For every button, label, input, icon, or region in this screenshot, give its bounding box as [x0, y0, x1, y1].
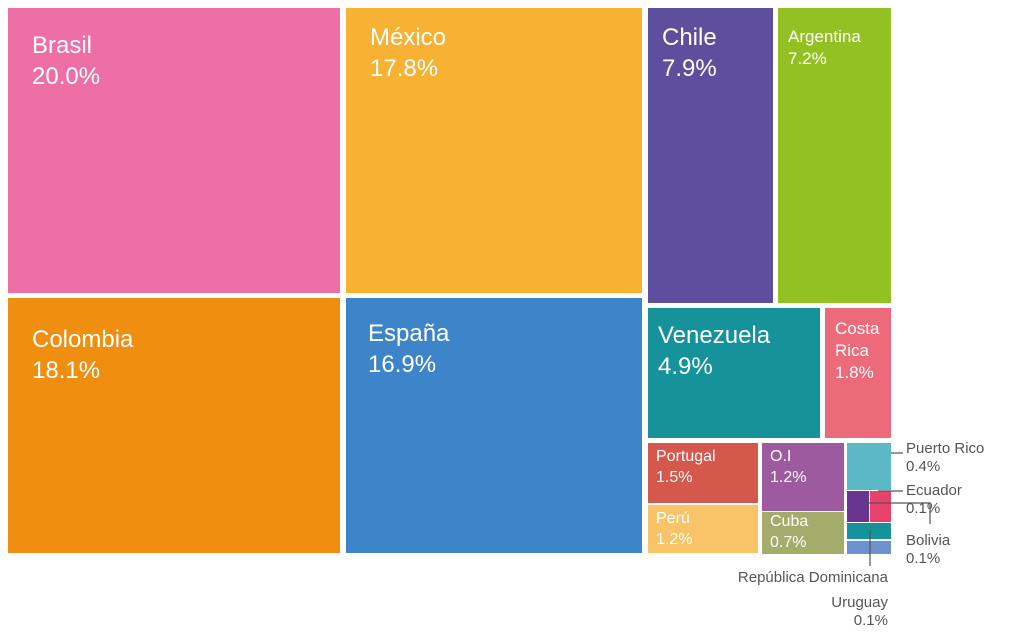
cell-label: Costa Rica 1.8%: [835, 318, 889, 384]
cell-label: Portugal 1.5%: [656, 447, 756, 489]
cell-label: Cuba 0.7%: [770, 512, 842, 554]
cell-name: Portugal: [656, 448, 716, 465]
cell-label: Colombia 18.1%: [32, 324, 338, 386]
cell-value: 1.2%: [656, 530, 693, 548]
leader-line: [866, 502, 931, 524]
cell-value: 7.9%: [662, 55, 717, 83]
cell-value: 1.5%: [656, 468, 693, 486]
treemap-cell: [847, 541, 891, 554]
label-name: Uruguay: [831, 594, 888, 611]
treemap-cell: [847, 491, 869, 522]
cell-label: Chile 7.9%: [662, 22, 771, 84]
cell-name: Perú: [656, 510, 690, 527]
treemap-cell: [847, 443, 891, 490]
treemap-cell: [648, 505, 758, 553]
label-name: República Dominicana: [737, 569, 888, 586]
treemap-cell: [8, 8, 340, 293]
cell-label: O.I 1.2%: [770, 447, 842, 489]
external-label: Puerto Rico 0.4%: [906, 440, 984, 476]
cell-value: 1.2%: [770, 468, 807, 486]
treemap-cell: [346, 298, 642, 553]
external-label: Bolivia 0.1%: [906, 532, 950, 568]
cell-label: Venezuela 4.9%: [658, 320, 818, 382]
treemap-cell: [648, 308, 820, 438]
external-label: República Dominicana: [738, 569, 888, 587]
cell-value: 17.8%: [370, 55, 439, 83]
cell-name: Chile: [662, 24, 717, 51]
treemap-cell: [762, 443, 844, 511]
cell-value: 7.2%: [788, 49, 827, 69]
external-label: Uruguay 0.1%: [831, 594, 888, 630]
cell-name: Argentina: [788, 27, 861, 46]
cell-name: México: [370, 24, 447, 51]
label-value: 0.1%: [906, 550, 941, 567]
cell-value: 16.9%: [368, 351, 437, 379]
cell-name: Costa Rica: [835, 319, 880, 361]
external-label: Ecuador 0.1%: [906, 482, 962, 518]
treemap-cell: [778, 8, 891, 303]
cell-label: España 16.9%: [368, 318, 640, 380]
treemap-cell: [870, 491, 891, 522]
cell-label: México 17.8%: [370, 22, 640, 84]
treemap-cell: [762, 512, 844, 554]
cell-value: 1.8%: [835, 363, 874, 383]
label-name: Puerto Rico: [906, 440, 985, 457]
cell-label: Brasil 20.0%: [32, 30, 338, 92]
cell-value: 4.9%: [658, 353, 713, 381]
cell-name: O.I: [770, 448, 792, 465]
cell-label: Argentina 7.2%: [788, 26, 889, 70]
label-value: 0.1%: [853, 612, 888, 629]
cell-label: Perú 1.2%: [656, 509, 756, 551]
treemap-cell: [648, 8, 773, 303]
treemap-cell: [8, 298, 340, 553]
treemap-cell: [648, 443, 758, 503]
cell-value: 0.7%: [770, 533, 807, 551]
label-value: 0.4%: [906, 458, 941, 475]
label-value: 0.1%: [906, 500, 941, 517]
cell-name: Venezuela: [658, 322, 771, 349]
cell-value: 18.1%: [32, 357, 101, 385]
treemap-cell: [346, 8, 642, 293]
label-name: Ecuador: [906, 482, 962, 499]
treemap-cell: [825, 308, 891, 438]
cell-value: 20.0%: [32, 63, 101, 91]
label-name: Bolivia: [906, 532, 951, 549]
treemap-cell: [847, 523, 891, 539]
cell-name: Brasil: [32, 32, 93, 59]
cell-name: España: [368, 320, 450, 347]
cell-name: Cuba: [770, 513, 809, 530]
cell-name: Colombia: [32, 326, 134, 353]
